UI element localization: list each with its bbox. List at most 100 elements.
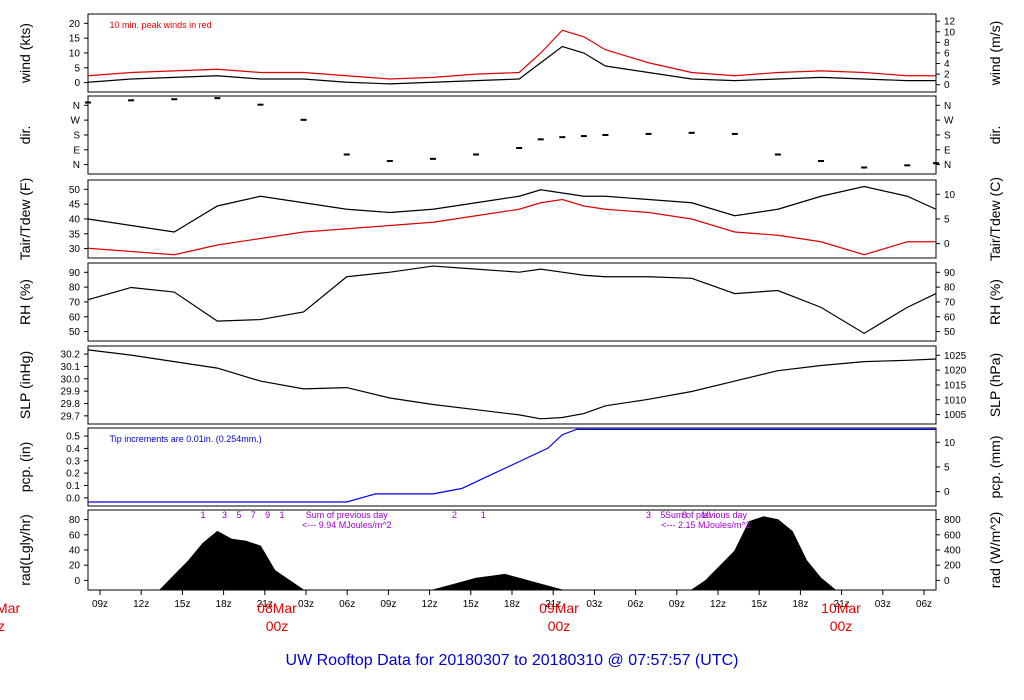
x-tick-label: 12z [133,599,149,610]
radiation-sum-value: <--- 2.15 MJoules/m^2 [661,520,751,530]
y-tick-label-right: 5 [944,462,950,473]
y-tick-label-right: E [944,145,951,156]
y-tick-label: 0.4 [66,444,80,455]
clipped-date-label: Mar [0,600,20,616]
clipped-time-label: z [0,618,5,634]
y-tick-label: W [71,116,81,127]
y-tick-label: 90 [69,268,81,279]
y-tick-label-right: N [944,101,951,112]
y-tick-label: 0.0 [66,493,80,504]
y-tick-label: 0.1 [66,481,80,492]
rh-series-line [87,265,937,335]
x-tick-label: 09z [92,599,108,610]
y-tick-label: 0.5 [66,432,80,443]
y-axis-label: Tair/Tdew (F) [17,178,33,260]
panel-frame [87,13,937,93]
y-axis-label-right: dir. [987,126,1003,145]
x-tick-label: 21z [834,599,850,610]
dir-point [818,160,825,162]
y-tick-label: 15 [69,34,81,45]
y-tick-label: 10 [69,48,81,59]
radiation-sum-value: <--- 9.94 MJoules/m^2 [302,520,392,530]
dir-point [731,132,738,135]
y-axis-label-right: rad (W/m^2) [987,512,1003,589]
x-tick-label: 06z [916,599,932,610]
radiation-top-label: 8 [682,510,687,520]
dir-point [171,98,178,101]
y-tick-label: 50 [69,185,81,196]
y-tick-label-right: 0 [944,80,950,91]
dir-point [933,162,939,165]
panel-frame [87,345,937,425]
dir-point [602,134,609,136]
panel-rh: 50 60 70 80 90 50 60 70 80 90 RH (%) RH (%) [17,262,1003,342]
y-tick-label-right: 70 [944,297,956,308]
y-tick-label: N [73,101,80,112]
y-axis-label: rad(Lgly/hr) [17,514,33,586]
y-tick-label-right: 10 [944,438,956,449]
date-label: 10Mar [821,600,861,616]
y-axis-label: dir. [17,126,33,145]
dir-point [429,157,436,160]
panel-slp: 29.729.829.9 30.030.130.2 1005 1010 1015 1020… [17,345,1003,425]
y-tick-label-right: 12 [944,17,956,28]
temp-series-line [87,198,936,256]
y-tick-label-right: 0 [944,239,950,250]
radiation-top-label: 1 [481,510,486,520]
y-tick-label-right: 8 [944,38,950,49]
x-tick-label: 21z [545,599,561,610]
radiation-top-label: 10 [701,510,711,520]
y-tick-label-right: 10 [944,190,956,201]
y-tick-label-right: 0 [944,576,950,587]
y-tick-label-right: 1010 [944,395,967,406]
y-tick-label: 0 [74,576,80,587]
x-axis: 09z 12z 15z 18z 21z 03z 06z 09z 12z 15z 18z 21z 03z 0… [0,590,932,634]
date-time-label: 00z [266,618,289,634]
y-tick-label: 29.9 [61,387,81,398]
x-tick-label: 18z [216,599,232,610]
x-tick-label: 06z [628,599,644,610]
date-label: 08Mar [257,600,297,616]
y-axis-label-right: pcp. (mm) [987,436,1003,499]
y-axis-label: RH (%) [17,279,33,325]
y-axis-label: pcp. (in) [17,442,33,493]
dir-point [645,132,652,135]
x-tick-label: 15z [463,599,479,610]
y-tick-label-right: 4 [944,59,950,70]
x-tick-label: 12z [710,599,726,610]
date-label: 09Mar [539,600,579,616]
x-tick-label: 18z [792,599,808,610]
radiation-top-label: 3 [222,510,227,520]
y-tick-label-right: 1015 [944,380,967,391]
x-tick-label: 09z [669,599,685,610]
date-time-label: 00z [830,618,853,634]
y-tick-label: 0.2 [66,469,80,480]
x-tick-label: 03z [298,599,314,610]
y-tick-label-right: 10 [944,27,956,38]
y-axis-label-right: RH (%) [987,279,1003,325]
y-tick-label: N [73,160,80,171]
dir-point [300,118,307,121]
y-tick-label: 20 [69,19,81,30]
radiation-area [158,516,837,591]
x-tick-label: 09z [380,599,396,610]
y-tick-label-right: 400 [944,546,961,557]
y-tick-label: 80 [69,515,81,526]
y-axis-label-right: SLP (hPa) [987,353,1003,417]
y-tick-label: 0.3 [66,456,80,467]
temp-series-line [87,185,937,233]
dir-point [85,101,91,104]
dir-point [473,153,480,156]
y-tick-label: 30.2 [61,350,81,361]
x-tick-label: 15z [174,599,190,610]
dir-point [688,131,695,134]
y-tick-label-right: 0 [944,487,950,498]
y-tick-label-right: 600 [944,530,961,541]
x-tick-label: 18z [504,599,520,610]
dir-point [774,153,781,156]
radiation-top-label: 5 [660,510,665,520]
